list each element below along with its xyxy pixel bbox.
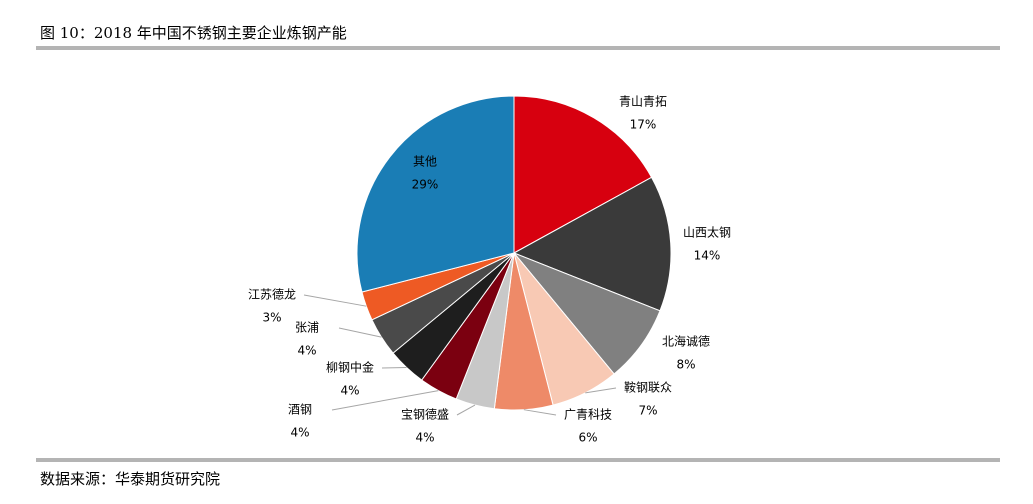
slice-name: 北海诚德 xyxy=(662,334,710,349)
leader-line xyxy=(303,294,367,307)
slice-value-label: 14% xyxy=(694,249,721,263)
slice-value-label: 4% xyxy=(290,426,309,440)
title-rule xyxy=(36,46,1000,50)
slice-value-label: 7% xyxy=(638,404,657,418)
slice-value-label: 4% xyxy=(415,431,434,445)
pie-slice xyxy=(512,176,672,312)
slice-value-label: 6% xyxy=(578,431,597,445)
slice-value-label: 4% xyxy=(297,344,316,358)
leader-line xyxy=(338,327,382,338)
slice-name: 其他 xyxy=(413,155,437,169)
leader-line xyxy=(456,404,476,416)
slice-value-label: 3% xyxy=(262,311,281,325)
slice-name: 酒钢 xyxy=(288,403,312,417)
slice-name: 宝钢德盛 xyxy=(401,407,449,422)
pie-slice xyxy=(356,95,515,293)
leader-line xyxy=(585,387,617,394)
slice-name: 广青科技 xyxy=(564,408,612,422)
source-note: 数据来源：华泰期货研究院 xyxy=(40,470,220,488)
leader-line xyxy=(381,366,407,369)
slice-value-label: 4% xyxy=(340,384,359,398)
slice-name: 山西太钢 xyxy=(683,225,731,240)
slice-value-label: 17% xyxy=(630,118,657,132)
chart-title: 图 10：2018 年中国不锈钢主要企业炼钢产能 xyxy=(40,24,347,42)
slice-name: 柳钢中金 xyxy=(326,360,374,375)
pie-slice xyxy=(513,95,653,254)
slice-value-label: 29% xyxy=(412,178,439,192)
slice-name: 鞍钢联众 xyxy=(624,380,672,395)
source-rule xyxy=(36,458,1000,462)
slice-value-label: 8% xyxy=(676,358,695,372)
slice-name: 江苏德龙 xyxy=(248,287,296,302)
slice-name: 张浦 xyxy=(295,321,319,335)
leader-line xyxy=(523,409,557,416)
leader-line xyxy=(331,390,439,411)
slice-name: 青山青拓 xyxy=(619,95,667,109)
